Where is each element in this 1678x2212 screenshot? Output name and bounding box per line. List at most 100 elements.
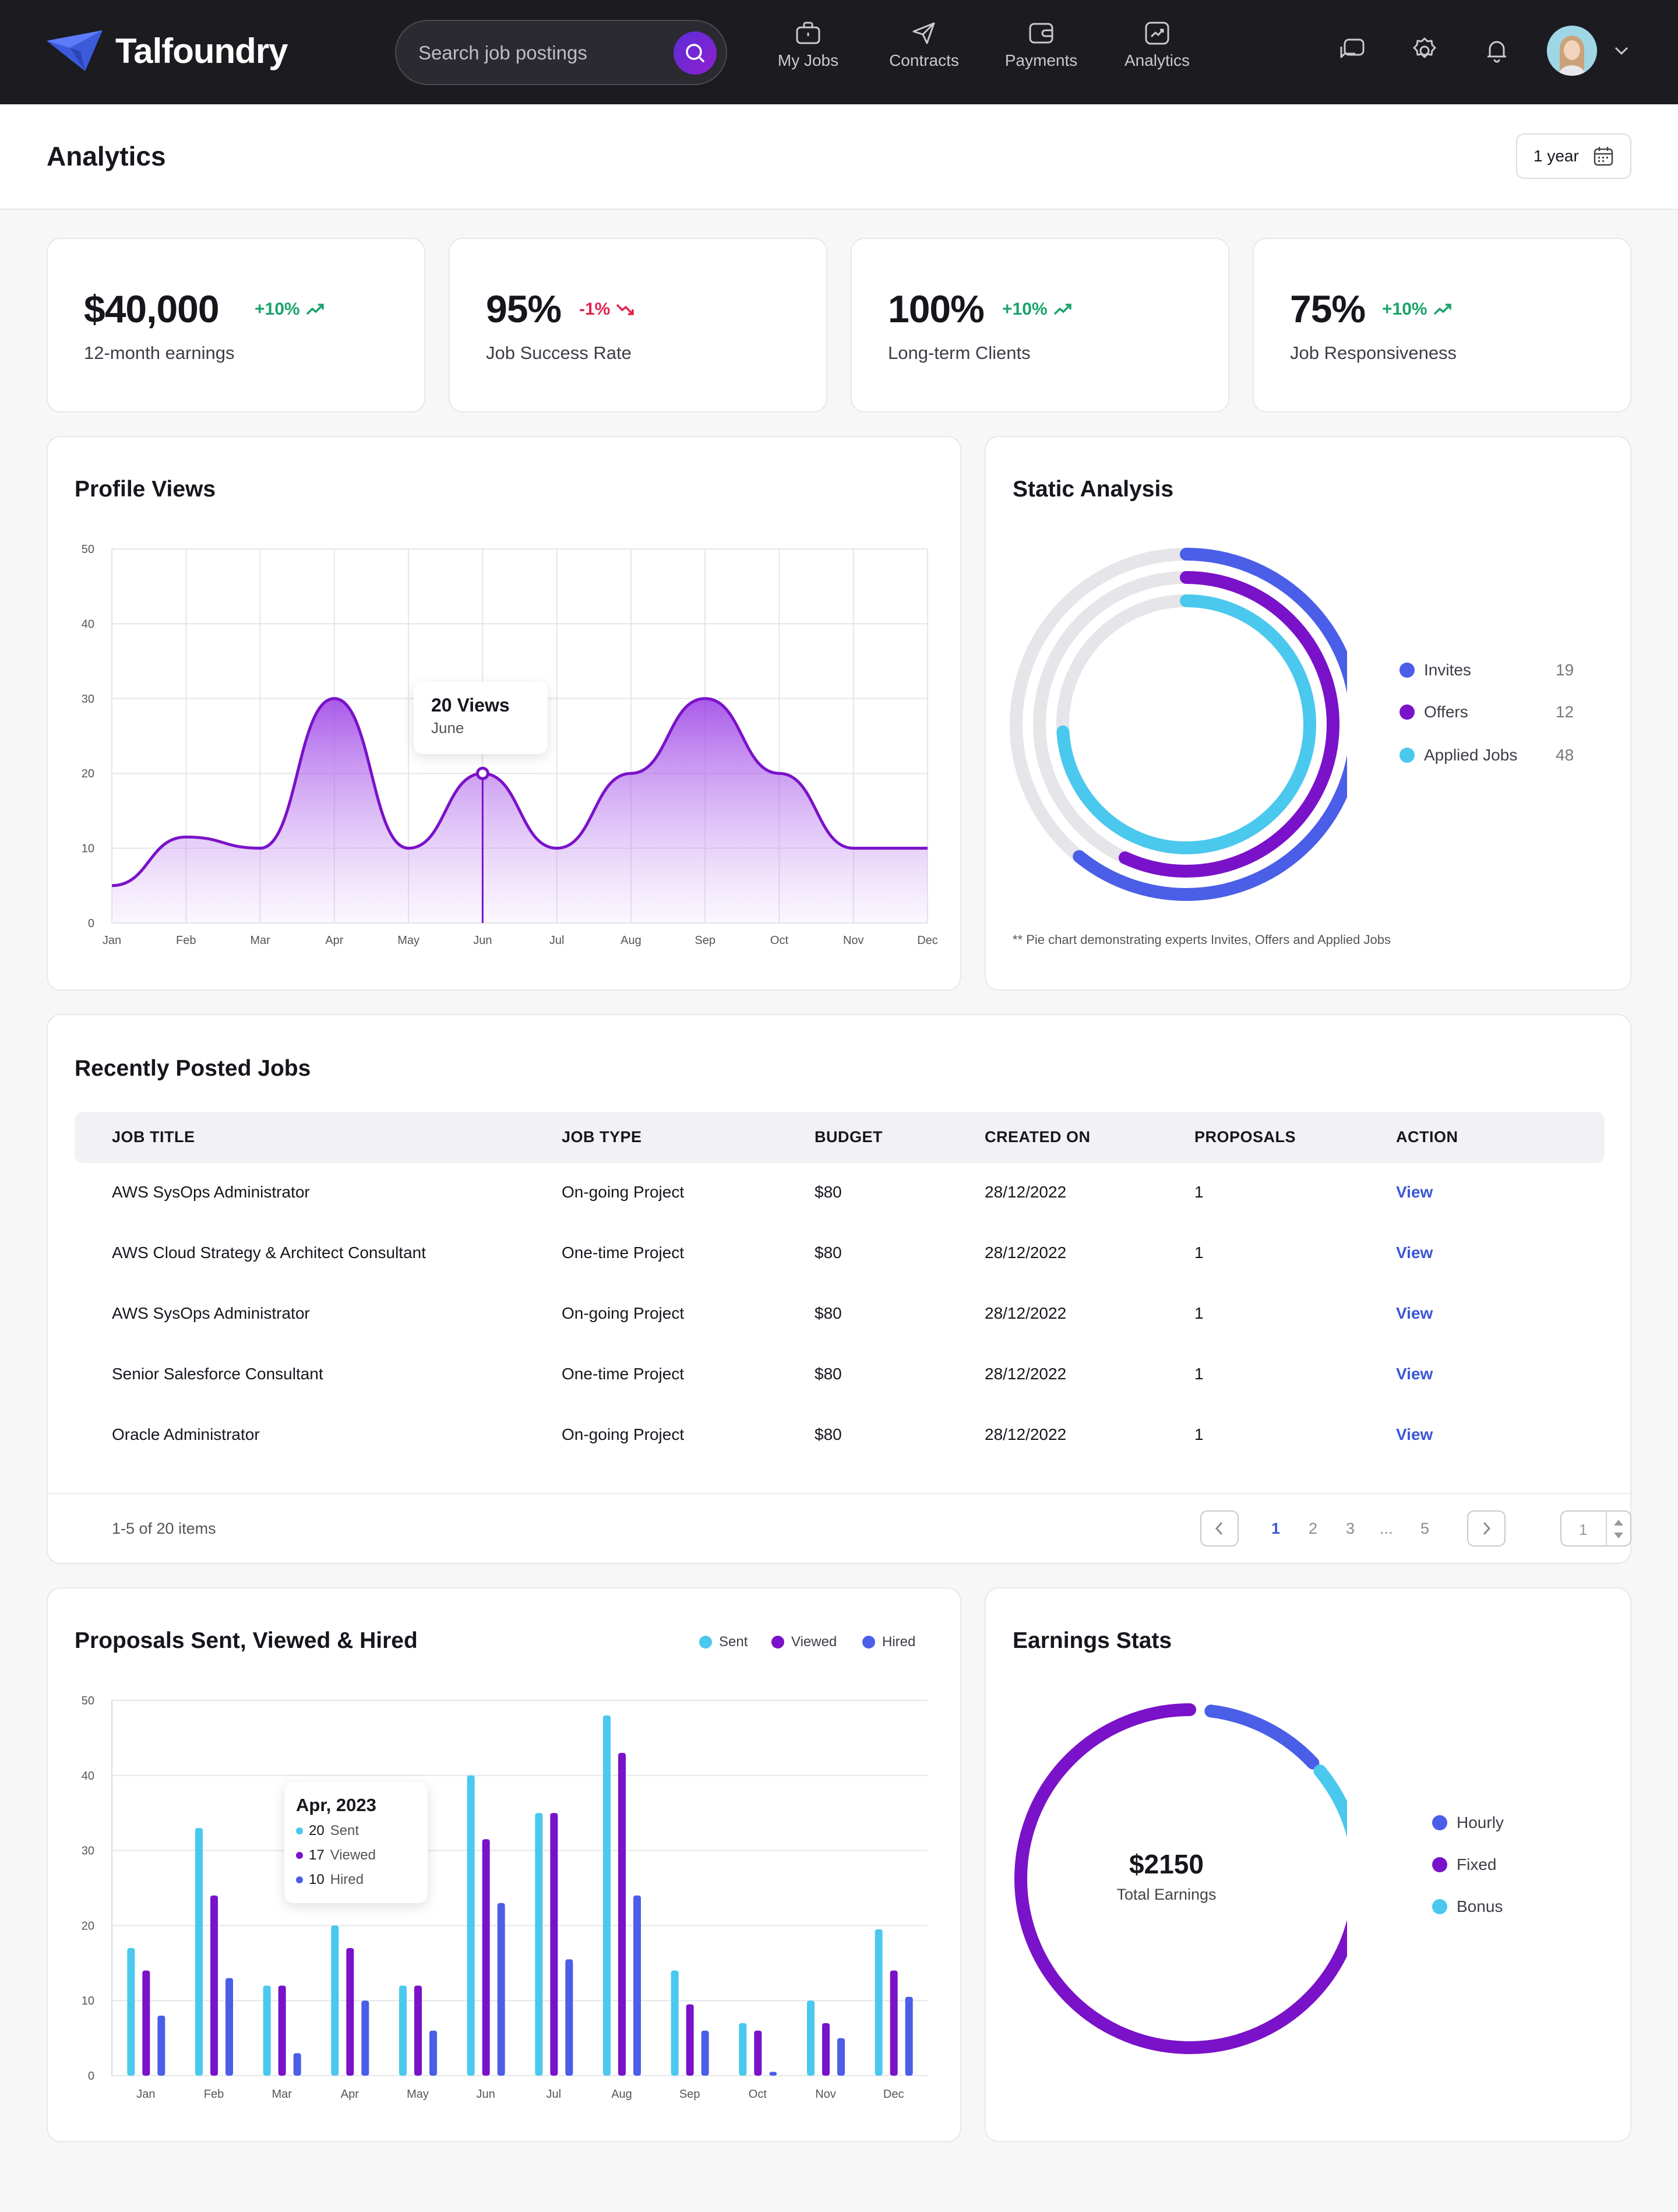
x-tick-label: May — [397, 934, 420, 947]
bar-sent-dec — [875, 1929, 883, 2076]
trend-up-icon — [306, 304, 324, 315]
y-tick-label: 50 — [82, 1695, 94, 1707]
stat-delta-text: +10% — [1382, 300, 1427, 319]
page-button-3[interactable]: 3 — [1346, 1520, 1355, 1537]
table-divider — [48, 1493, 1630, 1494]
legend-dot — [1399, 748, 1415, 763]
user-avatar[interactable] — [1547, 26, 1597, 76]
bar-viewed-jun — [482, 1839, 490, 2076]
brand[interactable]: Talfoundry — [47, 30, 288, 71]
tooltip-sent: 20 Sent — [296, 1823, 359, 1839]
chart-note: ** Pie chart demonstrating experts Invit… — [1013, 932, 1391, 947]
x-tick-label: Oct — [770, 934, 789, 947]
job-proposals: 1 — [1194, 1365, 1204, 1383]
chevron-down-icon[interactable] — [1614, 45, 1629, 56]
legend-value: 12 — [1556, 703, 1574, 721]
stat-delta-text: +10% — [255, 300, 300, 319]
trend-up-icon — [1433, 304, 1451, 315]
x-tick-label: Mar — [272, 2088, 292, 2101]
x-tick-label: Jan — [103, 934, 121, 947]
search-button[interactable] — [674, 31, 717, 75]
job-budget: $80 — [815, 1425, 842, 1443]
previous-page-button[interactable] — [1200, 1510, 1239, 1547]
page-button-2[interactable]: 2 — [1309, 1520, 1318, 1537]
y-tick-label: 30 — [82, 693, 94, 706]
y-tick-label: 50 — [82, 543, 94, 556]
legend-item-fixed: Fixed — [1432, 1855, 1496, 1874]
messages-icon[interactable] — [1338, 36, 1367, 65]
job-type: On-going Project — [562, 1425, 685, 1443]
bar-viewed-may — [414, 1985, 422, 2076]
job-proposals: 1 — [1194, 1244, 1204, 1262]
bar-viewed-oct — [754, 2030, 762, 2076]
stepper-arrows-icon[interactable] — [1610, 1516, 1627, 1542]
page-ellipsis: ... — [1380, 1520, 1393, 1537]
tooltip-label: Sent — [330, 1823, 359, 1838]
job-title: Senior Salesforce Consultant — [112, 1365, 323, 1383]
view-job-link[interactable]: View — [1396, 1425, 1433, 1443]
page-jump-stepper[interactable]: 1 — [1560, 1510, 1631, 1547]
tooltip-value: 10 — [309, 1872, 325, 1887]
x-tick-label: Aug — [611, 2088, 632, 2101]
search-box — [395, 20, 727, 85]
profile-views-line — [111, 697, 928, 887]
stat-label: Job Responsiveness — [1290, 343, 1457, 363]
legend-item-hired: Hired — [862, 1634, 915, 1650]
view-job-link[interactable]: View — [1396, 1183, 1433, 1201]
x-tick-label: Feb — [176, 934, 196, 947]
table-header: JOB TITLE JOB TYPE BUDGET CREATED ON PRO… — [75, 1112, 1605, 1163]
view-job-link[interactable]: View — [1396, 1365, 1433, 1383]
bar-viewed-dec — [890, 1970, 898, 2076]
view-job-link[interactable]: View — [1396, 1244, 1433, 1262]
notification-bell-icon[interactable] — [1482, 36, 1511, 65]
column-header: CREATED ON — [985, 1128, 1091, 1146]
bar-hired-nov — [837, 2038, 845, 2076]
wallet-icon — [1029, 23, 1053, 44]
date-range-selector[interactable]: 1 year — [1516, 133, 1631, 179]
table-row: AWS SysOps Administrator On-going Projec… — [75, 1287, 1605, 1347]
bar-sent-jul — [535, 1813, 543, 2076]
nav-payments[interactable]: Payments — [997, 21, 1085, 70]
legend-item-viewed: Viewed — [771, 1634, 837, 1650]
bar-hired-jul — [565, 1959, 573, 2076]
bar-hired-mar — [293, 2053, 301, 2076]
search-input[interactable] — [418, 38, 651, 68]
stat-label: Long-term Clients — [888, 343, 1031, 363]
nav-contracts[interactable]: Contracts — [880, 21, 968, 70]
column-header: JOB TYPE — [562, 1128, 642, 1146]
bar-viewed-nov — [822, 2023, 830, 2076]
total-earnings-label: Total Earnings — [1116, 1886, 1217, 1903]
settings-icon[interactable] — [1410, 36, 1439, 65]
page-jump-value: 1 — [1579, 1521, 1588, 1538]
proposals-bar-chart: 0 10 20 30 40 50 Jan Feb Mar Apr May Jun Jul Aug Sep Oc… — [82, 1695, 928, 2101]
next-page-button[interactable] — [1467, 1510, 1506, 1547]
page-button-1[interactable]: 1 — [1271, 1520, 1281, 1537]
view-job-link[interactable]: View — [1396, 1304, 1433, 1322]
job-created-on: 28/12/2022 — [985, 1304, 1067, 1322]
card-title: Earnings Stats — [1013, 1628, 1172, 1653]
legend-dot — [862, 1636, 875, 1649]
legend-dot — [296, 1852, 303, 1859]
bar-sent-jan — [127, 1948, 135, 2076]
stat-value: 75% — [1290, 287, 1366, 330]
card-title: Profile Views — [75, 477, 216, 502]
job-proposals: 1 — [1194, 1304, 1204, 1322]
ring-offers — [1033, 571, 1339, 878]
job-budget: $80 — [815, 1183, 842, 1201]
x-tick-label: Sep — [695, 934, 715, 947]
y-tick-label: 30 — [82, 1845, 94, 1858]
job-created-on: 28/12/2022 — [985, 1425, 1067, 1443]
page-button-5[interactable]: 5 — [1420, 1520, 1430, 1537]
nav-label: Contracts — [889, 51, 959, 69]
nav-my-jobs[interactable]: My Jobs — [764, 21, 852, 70]
legend-label: Applied Jobs — [1424, 746, 1518, 764]
tooltip-value: 17 — [309, 1847, 325, 1863]
x-tick-label: Nov — [843, 934, 864, 947]
stat-card-responsiveness: 75% +10% Job Responsiveness — [1253, 238, 1631, 413]
y-tick-label: 40 — [82, 618, 94, 631]
legend-dot — [1432, 1815, 1447, 1830]
job-type: One-time Project — [562, 1365, 685, 1383]
nav-analytics[interactable]: Analytics — [1113, 21, 1201, 70]
bar-viewed-mar — [278, 1985, 286, 2076]
legend-label: Hired — [882, 1634, 916, 1650]
